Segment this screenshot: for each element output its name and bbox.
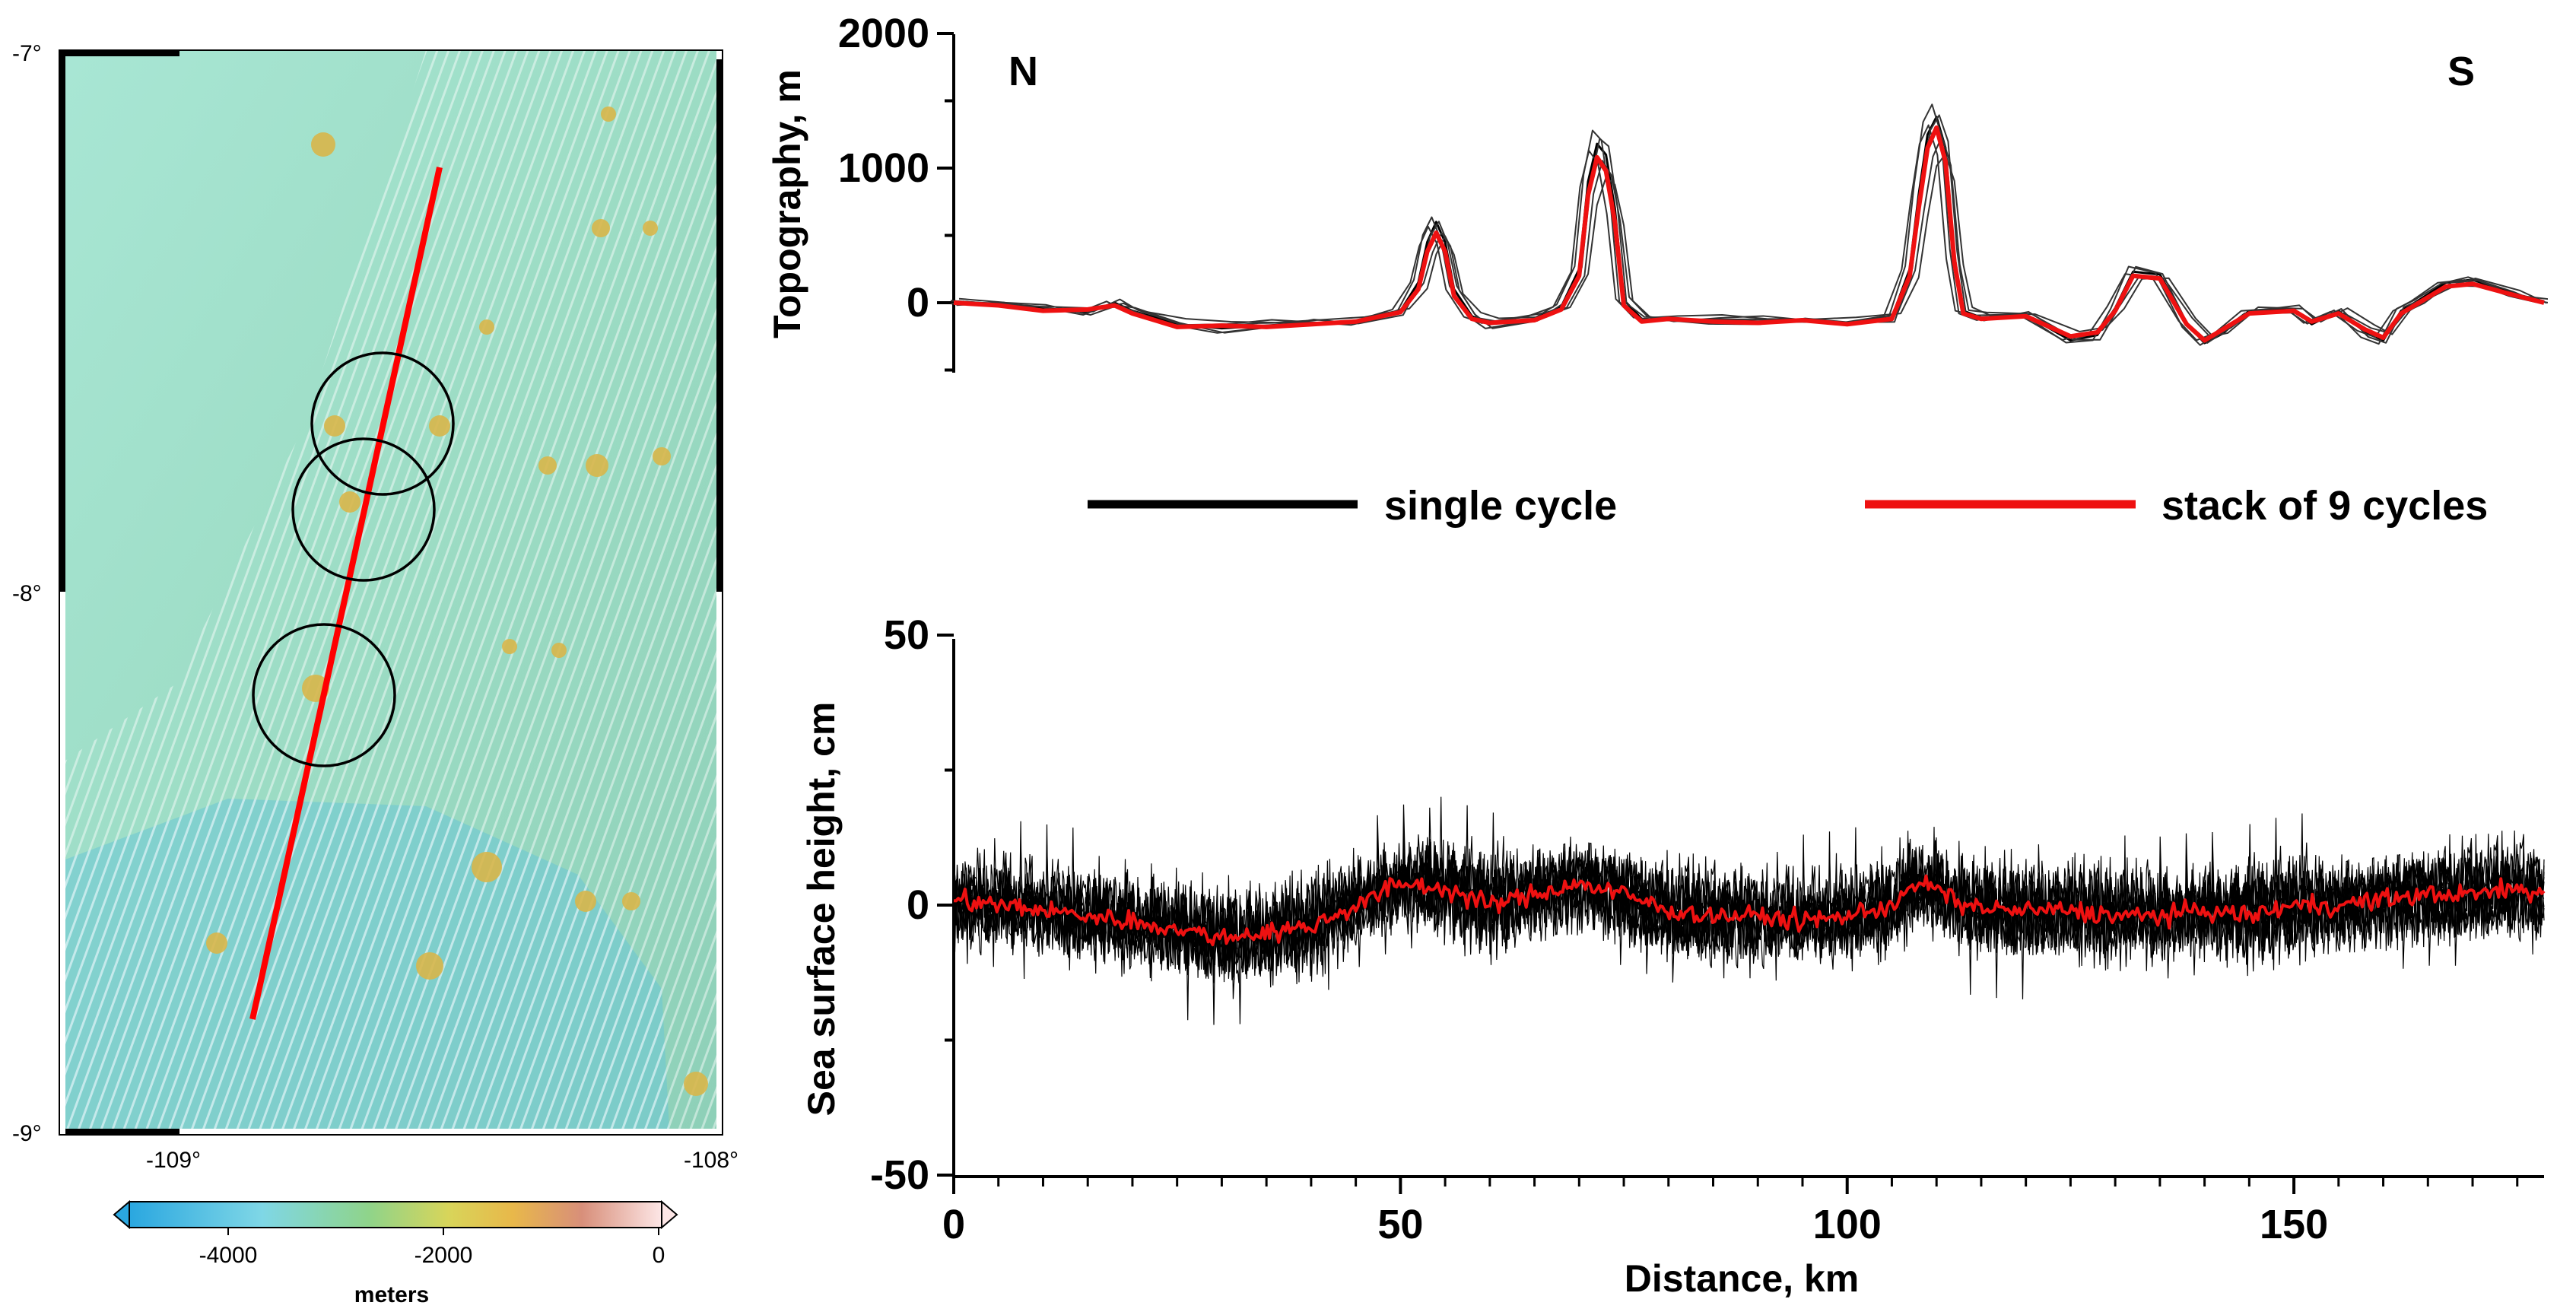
ssh-series bbox=[953, 796, 2546, 1025]
lat-label-8: -8° bbox=[12, 581, 42, 606]
colorbar-tick-0: 0 bbox=[653, 1243, 665, 1268]
topo-y-tick-label: 2000 bbox=[838, 11, 929, 56]
legend-single-label: single cycle bbox=[1384, 483, 1617, 529]
legend-stack-label: stack of 9 cycles bbox=[2161, 483, 2488, 529]
colorbar-tick-2000: -2000 bbox=[415, 1243, 473, 1268]
ssh-chart: 500-50 0 50 100 150 Sea surface height, cm … bbox=[800, 612, 2546, 1300]
topo-y-label: Topography, m bbox=[766, 69, 808, 338]
ssh-y-tick-label: -50 bbox=[870, 1152, 929, 1198]
ssh-x-tick-label: 0 bbox=[942, 1202, 965, 1247]
topo-single-cycle-line bbox=[953, 116, 2545, 345]
topo-series bbox=[951, 103, 2548, 346]
seamount-circle-2 bbox=[291, 437, 436, 582]
topo-y-tick-label: 1000 bbox=[838, 145, 929, 191]
lon-label-109: -109° bbox=[146, 1148, 201, 1173]
legend: single cycle stack of 9 cycles bbox=[1088, 483, 2488, 529]
ssh-stack-line bbox=[953, 874, 2546, 947]
topo-single-cycle-line bbox=[962, 153, 2548, 338]
ssh-single-cycle-line bbox=[953, 805, 2545, 999]
lat-label-7: -7° bbox=[12, 41, 42, 66]
ssh-x-label: Distance, km bbox=[1625, 1257, 1859, 1300]
ssh-y-label: Sea surface height, cm bbox=[800, 702, 843, 1117]
ssh-x-ticks: 0 50 100 150 bbox=[942, 1177, 2519, 1247]
map-frame bbox=[59, 49, 723, 1136]
topo-label-south: S bbox=[2447, 49, 2475, 94]
ssh-x-tick-label: 100 bbox=[1813, 1202, 1882, 1247]
seamount-circle-3 bbox=[252, 623, 396, 767]
colorbar-tick-4000: -4000 bbox=[199, 1243, 258, 1268]
colorbar: -4000 -2000 0 meters bbox=[113, 1199, 678, 1307]
lat-label-9: -9° bbox=[12, 1121, 42, 1146]
topo-y-ticks: 2000 1000 0 bbox=[838, 11, 954, 372]
bathymetry-map: -7° -8° -9° -109° -108° bbox=[12, 41, 738, 1173]
satellite-track bbox=[249, 167, 443, 1020]
ssh-x-tick-label: 50 bbox=[1377, 1202, 1423, 1247]
seamount-circle-1 bbox=[310, 351, 455, 496]
topo-stack-line bbox=[953, 125, 2545, 343]
topo-y-tick-label: 0 bbox=[907, 280, 929, 326]
colorbar-gradient bbox=[129, 1201, 662, 1228]
colorbar-low-arrow bbox=[113, 1199, 130, 1230]
topography-chart: 2000 1000 0 Topography, m N S bbox=[766, 11, 2548, 373]
colorbar-high-arrow bbox=[661, 1199, 678, 1230]
ssh-x-tick-label: 150 bbox=[2260, 1202, 2328, 1247]
topo-single-cycle-line bbox=[956, 114, 2547, 344]
ssh-single-cycle-line bbox=[953, 815, 2545, 1021]
ssh-y-ticks: 50 0 -50 bbox=[870, 612, 954, 1198]
topo-single-cycle-line bbox=[958, 135, 2548, 340]
map-deep-ridges bbox=[65, 799, 669, 1129]
ssh-y-tick-label: 50 bbox=[884, 612, 929, 658]
seamounts bbox=[206, 106, 708, 1096]
topo-label-north: N bbox=[1008, 49, 1038, 94]
lon-label-108: -108° bbox=[684, 1148, 738, 1173]
colorbar-label: meters bbox=[354, 1282, 429, 1307]
ssh-y-tick-label: 0 bbox=[907, 882, 929, 928]
